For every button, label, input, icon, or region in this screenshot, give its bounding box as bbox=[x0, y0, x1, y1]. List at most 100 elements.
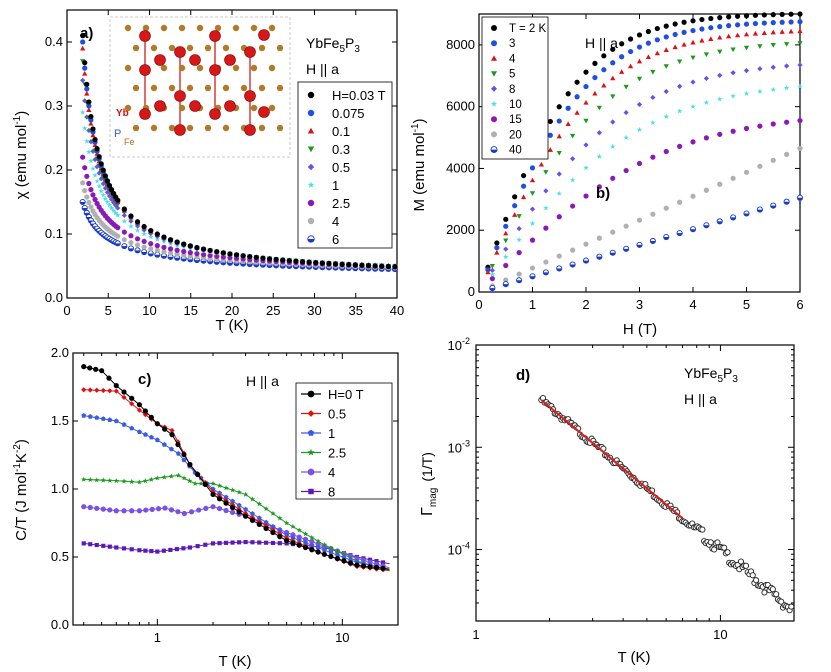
inset-fe-atom bbox=[168, 44, 176, 52]
data-point bbox=[610, 229, 616, 235]
data-point bbox=[194, 244, 200, 251]
data-point bbox=[788, 603, 795, 610]
data-point bbox=[650, 119, 656, 125]
legend-marker bbox=[307, 127, 315, 134]
data-point bbox=[242, 513, 249, 519]
data-point bbox=[128, 213, 134, 219]
data-point bbox=[107, 507, 113, 513]
panel-d-compound: YbFe5P3 bbox=[684, 365, 738, 385]
legend-marker bbox=[491, 85, 497, 92]
data-point bbox=[770, 202, 777, 209]
x-tick-label: 15 bbox=[184, 303, 198, 318]
data-point bbox=[503, 238, 509, 244]
data-point bbox=[141, 223, 147, 230]
fit-line bbox=[540, 399, 684, 520]
data-point bbox=[610, 94, 616, 100]
data-point bbox=[654, 25, 660, 32]
data-point bbox=[129, 395, 135, 401]
data-point bbox=[703, 187, 709, 193]
data-point bbox=[742, 562, 750, 569]
data-point bbox=[538, 161, 545, 167]
data-point bbox=[198, 480, 204, 486]
data-point bbox=[797, 11, 803, 17]
inset-fe-atom bbox=[168, 124, 176, 132]
panel-d-axes: 1 10 10-4 10-3 10-2 bbox=[448, 336, 795, 642]
data-point bbox=[623, 223, 629, 229]
data-point bbox=[167, 250, 174, 256]
data-point bbox=[84, 138, 90, 144]
data-point bbox=[96, 154, 102, 160]
data-point bbox=[187, 243, 193, 249]
inset-fe-atom bbox=[222, 44, 230, 52]
data-point bbox=[90, 165, 96, 171]
data-point bbox=[264, 540, 269, 545]
data-point bbox=[114, 545, 119, 550]
data-point bbox=[650, 154, 656, 160]
data-point bbox=[187, 461, 193, 468]
data-point bbox=[86, 99, 92, 105]
data-point bbox=[194, 251, 200, 257]
data-point bbox=[372, 263, 378, 269]
data-point bbox=[121, 229, 127, 235]
data-point bbox=[81, 364, 87, 370]
data-point bbox=[121, 394, 127, 401]
data-point bbox=[186, 478, 193, 484]
legend-marker bbox=[490, 100, 498, 107]
data-point bbox=[216, 505, 223, 512]
data-point bbox=[81, 413, 87, 418]
data-point bbox=[619, 41, 625, 47]
x-tick-label: 2 bbox=[582, 297, 589, 312]
legend-marker bbox=[491, 25, 497, 31]
data-point bbox=[783, 198, 790, 205]
data-point bbox=[203, 505, 209, 511]
inset-yb-atom bbox=[244, 46, 256, 58]
data-point bbox=[516, 250, 522, 256]
inset-fe-atom bbox=[178, 64, 186, 72]
inset-yb-atom bbox=[139, 108, 151, 120]
y-tick-label: 10-2 bbox=[448, 336, 470, 353]
data-point bbox=[134, 236, 141, 242]
data-point bbox=[100, 387, 106, 394]
data-point bbox=[489, 267, 495, 273]
data-point bbox=[309, 534, 315, 540]
legend-label: 0.5 bbox=[328, 407, 346, 422]
data-point bbox=[260, 255, 266, 261]
data-point bbox=[94, 505, 100, 511]
data-point bbox=[315, 538, 321, 544]
legend-label: 0.075 bbox=[332, 106, 365, 121]
data-point bbox=[574, 79, 580, 85]
data-point bbox=[315, 545, 321, 550]
data-point bbox=[263, 523, 269, 529]
data-point bbox=[136, 407, 143, 413]
y-tick-label: 0.0 bbox=[51, 617, 69, 632]
data-point bbox=[110, 207, 117, 213]
legend-marker bbox=[307, 448, 315, 456]
inset-fe-atom bbox=[258, 84, 266, 92]
data-point bbox=[94, 146, 100, 152]
legend-label: 15 bbox=[509, 114, 522, 126]
data-point bbox=[113, 210, 119, 216]
data-point bbox=[154, 421, 160, 427]
data-point bbox=[743, 169, 750, 175]
inset-fe-atom bbox=[178, 24, 186, 32]
data-point bbox=[256, 501, 262, 507]
data-point bbox=[636, 76, 643, 82]
data-point bbox=[717, 34, 723, 40]
data-point bbox=[690, 79, 696, 85]
y-tick-label: 1.0 bbox=[51, 481, 69, 496]
data-point bbox=[263, 505, 269, 511]
inset-yb-atom bbox=[209, 64, 221, 76]
data-point bbox=[708, 15, 714, 22]
data-point bbox=[717, 24, 723, 30]
data-point bbox=[757, 88, 763, 94]
data-point bbox=[107, 417, 113, 422]
inset-p-label: P bbox=[114, 128, 121, 140]
data-point bbox=[84, 194, 90, 200]
legend-label: 2.5 bbox=[328, 446, 346, 461]
data-point bbox=[121, 237, 127, 243]
data-point bbox=[223, 500, 229, 506]
panel-b-ylabel: M (emu mol-1) bbox=[410, 118, 428, 211]
data-point bbox=[636, 44, 643, 50]
data-point bbox=[512, 212, 518, 217]
data-point bbox=[302, 536, 309, 542]
